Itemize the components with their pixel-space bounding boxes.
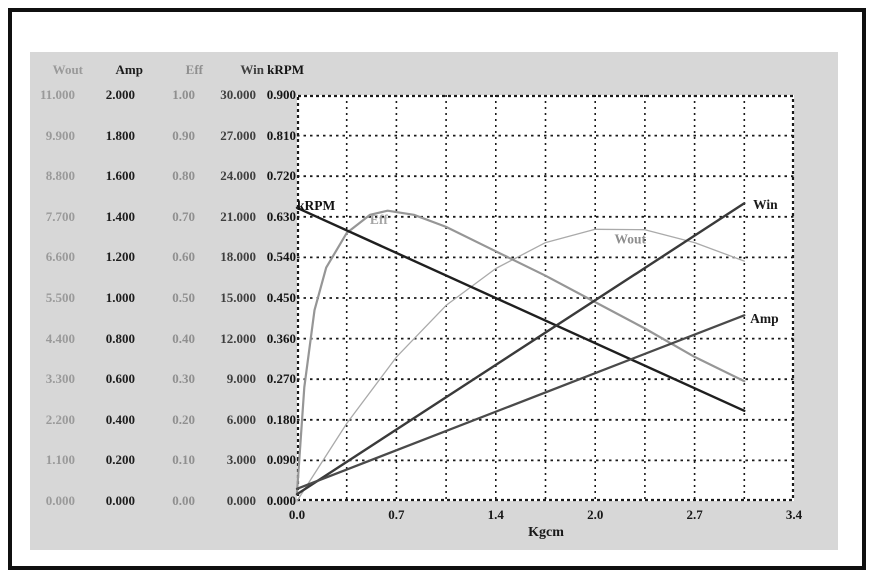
table-header-cell: Wout bbox=[52, 62, 83, 77]
figure-frame: Wout Amp Eff Win kRPM 11.000 2.000 1.00 30.000 0.… bbox=[8, 8, 866, 570]
motor-curve-panel: Wout Amp Eff Win kRPM 11.000 2.000 1.00 30.000 0.… bbox=[30, 52, 838, 550]
table-cell: 1.00 bbox=[172, 87, 195, 102]
table-row: 9.900 1.800 0.90 27.000 0.810 bbox=[30, 127, 296, 145]
x-axis-title: Kgcm bbox=[528, 525, 564, 540]
table-cell: 1.100 bbox=[45, 452, 75, 468]
table-row: 3.300 0.600 0.30 9.000 0.270 bbox=[30, 370, 296, 388]
table-cell: 0.40 bbox=[172, 330, 195, 346]
table-cell: 0.000 bbox=[226, 493, 256, 508]
table-header-cell: Win bbox=[240, 62, 264, 77]
table-cell: 0.400 bbox=[105, 411, 135, 427]
table-cell: 0.270 bbox=[266, 371, 296, 387]
table-cell: 0.80 bbox=[172, 168, 195, 184]
table-cell: 2.000 bbox=[105, 87, 135, 102]
table-row: 2.200 0.400 0.20 6.000 0.180 bbox=[30, 411, 296, 429]
table-cell: 30.000 bbox=[220, 87, 256, 102]
table-cell: 0.30 bbox=[172, 371, 195, 387]
table-row: 11.000 2.000 1.00 30.000 0.900 bbox=[30, 86, 296, 104]
table-cell: 8.800 bbox=[45, 168, 75, 184]
curve-label-krpm: kRPM bbox=[297, 198, 336, 213]
table-cell: 7.700 bbox=[45, 208, 75, 224]
curve-label-eff: Eff bbox=[370, 212, 389, 227]
table-cell: 6.600 bbox=[45, 249, 75, 265]
table-cell: 0.360 bbox=[266, 330, 296, 346]
table-header-cell: Eff bbox=[185, 62, 203, 77]
table-cell: 18.000 bbox=[220, 249, 256, 265]
table-row: 4.400 0.800 0.40 12.000 0.360 bbox=[30, 330, 296, 348]
table-cell: 0.200 bbox=[105, 452, 135, 468]
table-cell: 0.810 bbox=[266, 127, 296, 143]
x-tick-label: 0.0 bbox=[288, 507, 306, 522]
table-cell: 9.000 bbox=[226, 371, 256, 387]
curve-label-win: Win bbox=[753, 197, 778, 212]
table-cell: 0.60 bbox=[172, 249, 195, 265]
table-cell: 6.000 bbox=[226, 411, 256, 427]
x-tick-label: 2.7 bbox=[686, 507, 703, 522]
table-cell: 1.400 bbox=[105, 208, 135, 224]
table-cell: 0.70 bbox=[172, 208, 195, 224]
table-header-cell: Amp bbox=[115, 62, 143, 77]
motor-curves-chart: Wout Eff kRPM Win Amp bbox=[295, 94, 795, 502]
table-cell: 9.900 bbox=[45, 127, 75, 143]
table-row: 0.000 0.000 0.00 0.000 0.000 bbox=[30, 492, 296, 510]
table-cell: 0.180 bbox=[266, 411, 296, 427]
table-row: 5.500 1.000 0.50 15.000 0.450 bbox=[30, 289, 296, 307]
x-tick-label: 2.0 bbox=[587, 507, 604, 522]
table-row: 7.700 1.400 0.70 21.000 0.630 bbox=[30, 208, 296, 226]
table-cell: 0.000 bbox=[45, 493, 75, 508]
table-cell: 0.720 bbox=[266, 168, 296, 184]
table-cell: 0.10 bbox=[172, 452, 195, 468]
curve-wout bbox=[296, 228, 745, 502]
table-cell: 21.000 bbox=[220, 208, 256, 224]
table-cell: 0.000 bbox=[266, 493, 296, 508]
curve-win bbox=[295, 202, 746, 496]
table-cell: 0.90 bbox=[172, 127, 195, 143]
table-cell: 0.090 bbox=[266, 452, 296, 468]
table-row: 8.800 1.600 0.80 24.000 0.720 bbox=[30, 167, 296, 185]
table-cell: 3.000 bbox=[226, 452, 256, 468]
x-tick-label: 0.7 bbox=[388, 507, 405, 522]
table-cell: 5.500 bbox=[45, 290, 75, 305]
plot-border bbox=[296, 94, 795, 502]
table-row: 6.600 1.200 0.60 18.000 0.540 bbox=[30, 248, 296, 266]
table-cell: 0.600 bbox=[105, 371, 135, 387]
table-header-row: Wout Amp Eff Win kRPM bbox=[38, 61, 304, 79]
table-cell: 1.200 bbox=[105, 249, 135, 265]
table-cell: 0.20 bbox=[172, 411, 195, 427]
table-cell: 0.00 bbox=[172, 493, 195, 508]
table-cell: 1.600 bbox=[105, 168, 135, 184]
table-cell: 11.000 bbox=[39, 87, 75, 102]
table-cell: 3.300 bbox=[45, 371, 75, 387]
table-row: 1.100 0.200 0.10 3.000 0.090 bbox=[30, 451, 296, 469]
curve-amp bbox=[295, 314, 746, 490]
table-cell: 12.000 bbox=[220, 330, 256, 346]
x-tick-label: 1.4 bbox=[487, 507, 504, 522]
x-tick-label: 3.4 bbox=[785, 507, 803, 522]
table-cell: 0.630 bbox=[266, 208, 296, 224]
curve-label-amp: Amp bbox=[750, 311, 779, 326]
table-cell: 0.900 bbox=[266, 87, 296, 102]
table-cell: 0.50 bbox=[172, 290, 195, 305]
table-header-cell: kRPM bbox=[267, 62, 304, 77]
table-cell: 0.000 bbox=[105, 493, 135, 508]
curve-krpm bbox=[295, 206, 746, 412]
table-cell: 27.000 bbox=[220, 127, 256, 143]
table-cell: 0.450 bbox=[266, 290, 296, 305]
table-cell: 2.200 bbox=[45, 411, 75, 427]
table-cell: 1.800 bbox=[105, 127, 135, 143]
table-cell: 1.000 bbox=[105, 290, 135, 305]
curve-label-wout: Wout bbox=[615, 231, 647, 246]
table-cell: 4.400 bbox=[45, 330, 75, 346]
table-cell: 15.000 bbox=[220, 290, 256, 305]
curve-eff bbox=[295, 209, 746, 494]
table-cell: 0.800 bbox=[105, 330, 135, 346]
table-cell: 0.540 bbox=[266, 249, 296, 265]
table-cell: 24.000 bbox=[220, 168, 256, 184]
